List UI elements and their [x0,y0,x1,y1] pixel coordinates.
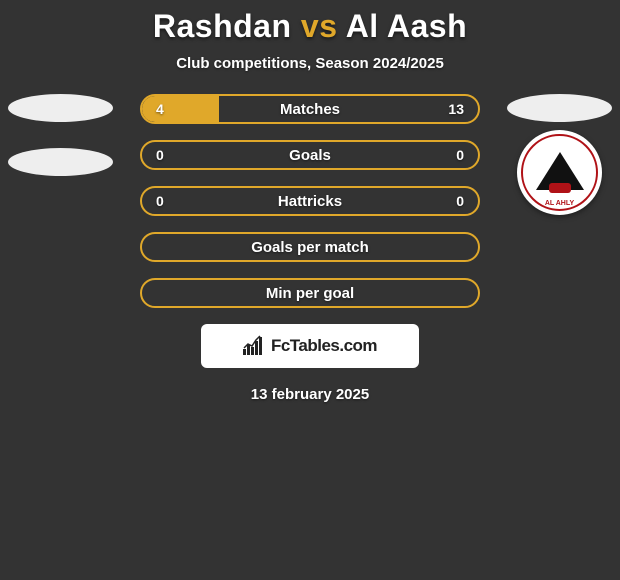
comparison-infographic: Rashdan vs Al Aash Club competitions, Se… [0,0,620,403]
logo-box: FcTables.com [201,324,419,368]
bar-label: Goals per match [142,239,478,256]
bar-value-right: 0 [456,193,464,209]
eagle-icon [536,147,584,195]
badge-placeholder [8,148,113,176]
stat-bar-hattricks: 0 Hattricks 0 [140,186,480,216]
stat-bar-matches: 4 Matches 13 [140,94,480,124]
logo-text: FcTables.com [271,336,377,356]
player2-name: Al Aash [346,8,467,44]
subtitle: Club competitions, Season 2024/2025 [0,55,620,72]
stat-bars: 4 Matches 13 0 Goals 0 0 Hattricks 0 [140,94,480,308]
bar-label: Hattricks [142,193,478,210]
vs-text: vs [301,8,338,44]
club-badge-alahly: AL AHLY [517,130,602,215]
bar-label: Goals [142,147,478,164]
stat-bar-goals-per-match: Goals per match [140,232,480,262]
stat-bar-goals: 0 Goals 0 [140,140,480,170]
bar-chart-icon [243,335,265,357]
stat-bar-min-per-goal: Min per goal [140,278,480,308]
badge-placeholder [507,94,612,122]
bar-value-right: 0 [456,147,464,163]
club-badge-label: AL AHLY [517,200,602,207]
date-text: 13 february 2025 [0,386,620,403]
badge-placeholder [8,94,113,122]
bar-label: Matches [142,101,478,118]
right-badges: AL AHLY [507,94,612,215]
bar-value-right: 13 [448,101,464,117]
left-badges [8,94,113,202]
bar-label: Min per goal [142,285,478,302]
stats-area: AL AHLY 4 Matches 13 0 Goals 0 0 [0,94,620,403]
player1-name: Rashdan [153,8,292,44]
page-title: Rashdan vs Al Aash [0,8,620,45]
